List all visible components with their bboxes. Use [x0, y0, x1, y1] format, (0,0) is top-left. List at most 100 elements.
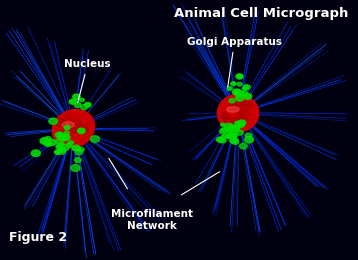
Circle shape	[219, 128, 227, 134]
Text: Figure 2: Figure 2	[9, 231, 67, 244]
Circle shape	[217, 137, 224, 142]
Circle shape	[238, 122, 245, 127]
Ellipse shape	[227, 107, 239, 112]
Circle shape	[68, 141, 73, 145]
Circle shape	[227, 87, 232, 90]
Circle shape	[47, 139, 56, 146]
Circle shape	[236, 130, 243, 135]
Circle shape	[245, 136, 253, 143]
Circle shape	[243, 85, 250, 89]
Circle shape	[55, 139, 63, 144]
Circle shape	[44, 141, 52, 146]
Circle shape	[234, 126, 240, 129]
Circle shape	[244, 93, 252, 99]
Circle shape	[234, 89, 242, 95]
Ellipse shape	[237, 110, 250, 117]
Circle shape	[222, 135, 227, 139]
Circle shape	[49, 118, 58, 124]
Text: Golgi Apparatus: Golgi Apparatus	[187, 37, 282, 87]
Ellipse shape	[56, 131, 65, 136]
Ellipse shape	[223, 115, 230, 119]
Circle shape	[243, 87, 248, 90]
Ellipse shape	[224, 118, 236, 125]
Circle shape	[59, 147, 65, 151]
Circle shape	[58, 135, 63, 139]
Circle shape	[74, 158, 81, 162]
Circle shape	[232, 139, 239, 144]
Circle shape	[229, 99, 235, 103]
Ellipse shape	[242, 117, 248, 120]
Circle shape	[78, 128, 85, 134]
Ellipse shape	[79, 128, 88, 132]
Circle shape	[66, 143, 72, 147]
Circle shape	[40, 138, 49, 144]
Circle shape	[228, 132, 233, 136]
Circle shape	[237, 82, 242, 86]
Circle shape	[241, 91, 248, 96]
Text: Microfilament
Network: Microfilament Network	[111, 209, 193, 231]
Circle shape	[64, 126, 70, 130]
Ellipse shape	[233, 104, 239, 107]
Circle shape	[54, 150, 61, 154]
Circle shape	[79, 98, 84, 102]
Ellipse shape	[69, 127, 79, 132]
Circle shape	[73, 94, 80, 99]
Circle shape	[55, 132, 64, 138]
Circle shape	[236, 91, 244, 96]
Circle shape	[72, 145, 80, 151]
Ellipse shape	[217, 94, 259, 132]
Circle shape	[61, 144, 69, 151]
Circle shape	[81, 105, 87, 110]
Ellipse shape	[62, 122, 74, 128]
Circle shape	[59, 150, 65, 154]
Circle shape	[84, 102, 91, 107]
Circle shape	[245, 133, 252, 138]
Circle shape	[64, 131, 69, 135]
Ellipse shape	[58, 121, 64, 123]
Circle shape	[227, 125, 236, 132]
Ellipse shape	[77, 124, 87, 129]
Circle shape	[74, 102, 81, 107]
Circle shape	[231, 133, 237, 138]
Text: Nucleus: Nucleus	[64, 59, 111, 103]
Text: Animal Cell Micrograph: Animal Cell Micrograph	[174, 6, 349, 20]
Ellipse shape	[237, 116, 243, 120]
Circle shape	[233, 139, 238, 142]
Circle shape	[226, 133, 233, 139]
Circle shape	[71, 165, 80, 171]
Circle shape	[75, 150, 83, 155]
Circle shape	[229, 138, 238, 143]
Circle shape	[235, 90, 243, 96]
Ellipse shape	[53, 118, 66, 125]
Circle shape	[225, 127, 231, 131]
Circle shape	[219, 137, 226, 143]
Circle shape	[231, 126, 240, 132]
Circle shape	[238, 120, 246, 126]
Ellipse shape	[57, 134, 68, 140]
Circle shape	[240, 143, 247, 149]
Circle shape	[225, 123, 233, 130]
Circle shape	[90, 136, 100, 142]
Circle shape	[222, 127, 228, 132]
Ellipse shape	[55, 121, 65, 127]
Circle shape	[221, 123, 225, 126]
Ellipse shape	[62, 131, 67, 134]
Circle shape	[56, 145, 62, 149]
Ellipse shape	[222, 118, 228, 121]
Circle shape	[231, 82, 236, 86]
Ellipse shape	[52, 109, 95, 148]
Circle shape	[59, 143, 64, 147]
Ellipse shape	[233, 119, 238, 122]
Circle shape	[235, 121, 242, 126]
Ellipse shape	[230, 101, 242, 108]
Circle shape	[78, 147, 84, 152]
Ellipse shape	[66, 115, 73, 119]
Circle shape	[232, 89, 240, 95]
Ellipse shape	[70, 120, 81, 126]
Circle shape	[31, 150, 40, 157]
Circle shape	[57, 133, 63, 138]
Circle shape	[236, 74, 243, 79]
Circle shape	[61, 134, 70, 141]
Circle shape	[61, 148, 66, 152]
Ellipse shape	[55, 133, 63, 138]
